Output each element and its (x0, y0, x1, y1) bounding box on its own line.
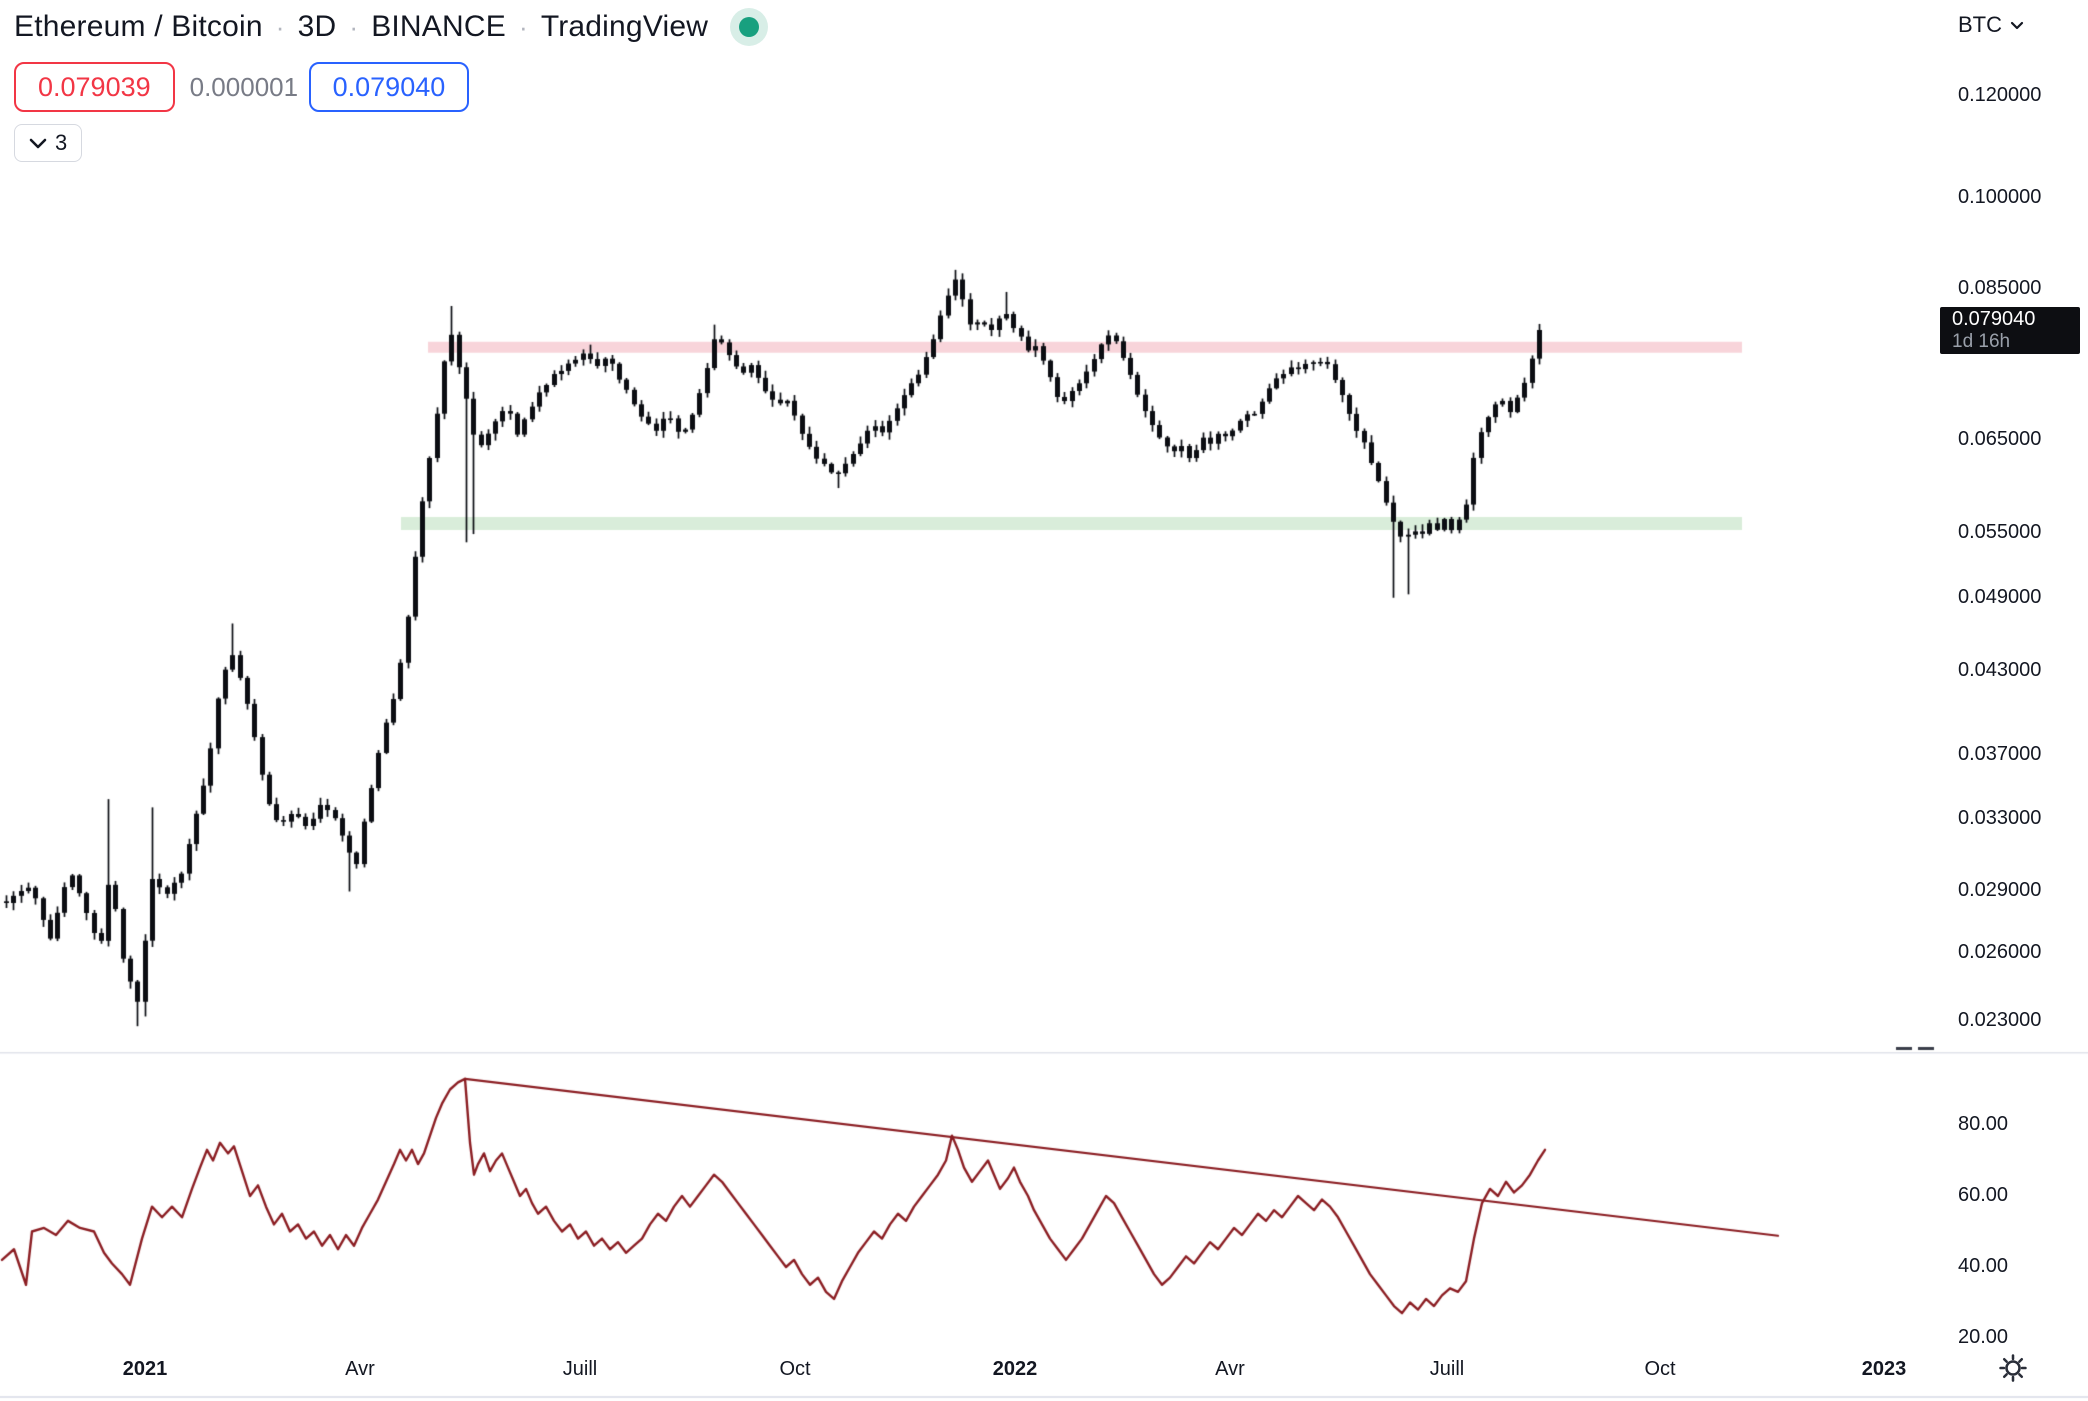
currency-label: BTC (1958, 12, 2002, 37)
symbol-name[interactable]: Ethereum / Bitcoin (14, 10, 263, 43)
current-price-value: 0.079040 (1952, 308, 2036, 330)
exchange-label[interactable]: BINANCE (371, 10, 506, 43)
price-tick-label: 0.033000 (1958, 807, 2042, 830)
indicator-tick-label: 40.00 (1958, 1255, 2009, 1277)
platform-label[interactable]: TradingView (540, 10, 709, 43)
bid-ask-row: 0.079039 0.000001 0.079040 (14, 62, 768, 112)
connection-status-icon (730, 8, 769, 46)
bar-countdown: 1d 16h (1952, 331, 2011, 352)
settings-gear-icon[interactable] (1996, 1351, 2030, 1385)
title-separator: · (275, 11, 285, 42)
chevron-down-icon (2010, 21, 2024, 29)
interval-label[interactable]: 3D (297, 10, 337, 43)
price-axis[interactable]: 0.120000 0.100000 0.085000 0.065000 0.055000… (1940, 0, 2088, 1052)
object-tree-collapse-button[interactable]: 3 (14, 124, 83, 162)
indicator-tick-label: 80.00 (1958, 1113, 2009, 1135)
price-tick-label: 0.120000 (1958, 84, 2042, 107)
buy-price-button[interactable]: 0.079040 (308, 62, 470, 112)
indicator-tick-label: 20.00 (1958, 1326, 2009, 1348)
price-scale-currency-dropdown[interactable]: BTC (1958, 12, 2024, 38)
time-tick-label: Avr (345, 1358, 375, 1380)
spread-value: 0.000001 (189, 71, 299, 102)
time-tick-label: Juill (1429, 1358, 1465, 1380)
price-tick-label: 0.100000 (1958, 186, 2042, 209)
time-tick-label: Oct (779, 1358, 811, 1380)
chart-legend: Ethereum / Bitcoin · 3D · BINANCE · Trad… (14, 8, 769, 162)
time-axis[interactable]: 2021 Avr Juill Oct 2022 Avr Juill Oct 2023 (0, 1348, 2088, 1397)
price-tick-label: 0.065000 (1958, 427, 2042, 450)
title-separator: · (518, 11, 528, 42)
sell-price-button[interactable]: 0.079039 (14, 62, 175, 112)
price-tick-label: 0.049000 (1958, 585, 2042, 608)
price-tick-label: 0.055000 (1958, 521, 2042, 544)
indicator-axis[interactable]: 80.00 60.00 40.00 20.00 (1940, 1052, 2088, 1352)
title-separator: · (349, 11, 359, 42)
time-tick-label: 2021 (122, 1358, 168, 1380)
price-tick-label: 0.037000 (1958, 743, 2042, 766)
time-tick-label: Juill (562, 1358, 598, 1380)
time-tick-label: Oct (1644, 1358, 1676, 1380)
time-tick-label: 2023 (1861, 1358, 1907, 1380)
symbol-title-row[interactable]: Ethereum / Bitcoin · 3D · BINANCE · Trad… (14, 8, 769, 46)
indicator-tick-label: 60.00 (1958, 1184, 2009, 1206)
time-tick-label: 2022 (992, 1358, 1038, 1380)
price-tick-label: 0.029000 (1958, 879, 2042, 902)
price-tick-label: 0.026000 (1958, 940, 2042, 963)
chevron-down-icon (29, 138, 47, 148)
price-tick-label: 0.043000 (1958, 658, 2042, 681)
price-tick-label: 0.085000 (1958, 277, 2042, 300)
price-tick-label: 0.023000 (1958, 1009, 2042, 1032)
collapse-count: 3 (55, 130, 68, 155)
time-tick-label: Avr (1215, 1358, 1245, 1380)
current-price-badge: 0.079040 1d 16h (1940, 307, 2080, 354)
